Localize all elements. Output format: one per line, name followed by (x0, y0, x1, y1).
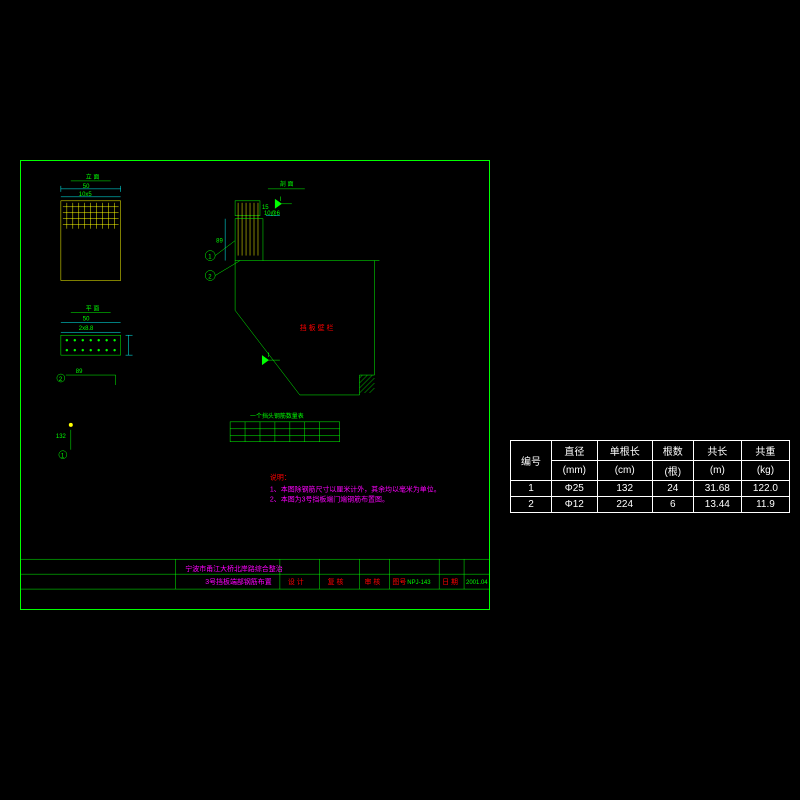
cell: 2 (511, 497, 552, 513)
table-row: 2 Φ12 224 6 13.44 11.9 (511, 497, 790, 513)
tb-design: 设 计 (288, 577, 304, 586)
cell: 11.9 (741, 497, 789, 513)
dim-50: 50 (83, 184, 90, 190)
notes-line2: 2、本图为3号挡板端门端钢筋布置图。 (270, 494, 389, 503)
table-header-row-1: 编号 直径 单根长 根数 共长 共重 (511, 441, 790, 461)
dim-10x5: 10x5 (79, 192, 93, 198)
svg-text:1: 1 (208, 255, 212, 261)
tb-date: 2001.04 (466, 580, 488, 586)
elevation-title: 立 面 (86, 173, 100, 181)
tb-approve: 审 核 (365, 577, 381, 586)
cell: 6 (652, 497, 693, 513)
svg-text:89: 89 (76, 369, 83, 375)
col-weight-unit: (kg) (741, 461, 789, 481)
plan-title: 平 面 (86, 305, 100, 312)
svg-text:3号挡板端部钢筋布置: 3号挡板端部钢筋布置 (205, 577, 271, 586)
cell: 122.0 (741, 481, 789, 497)
svg-text:132: 132 (56, 434, 67, 440)
table-header: 编号 直径 单根长 根数 共长 共重 (mm) (cm) (根) (m) (kg… (511, 441, 790, 481)
plan-dim-2x88: 2x8.8 (79, 326, 94, 332)
notes-title: 说明： (270, 473, 291, 482)
tb-date-label: 日 期 (442, 578, 458, 586)
svg-text:1: 1 (61, 454, 65, 460)
tb-dwgno-label: 图号 (392, 578, 406, 586)
table-body: 1 Φ25 132 24 31.68 122.0 2 Φ12 224 6 13.… (511, 481, 790, 513)
svg-text:2: 2 (208, 274, 212, 280)
tb-dwgno: NPJ-143 (407, 580, 431, 586)
table-row: 1 Φ25 132 24 31.68 122.0 (511, 481, 790, 497)
cell: 132 (597, 481, 652, 497)
qty-table-label: 一个挡头钢筋数量表 (250, 412, 304, 420)
col-qty: 根数 (652, 441, 693, 461)
plan-dim-50: 50 (83, 316, 90, 322)
cell: 224 (597, 497, 652, 513)
cell: Φ12 (551, 497, 597, 513)
section-title: 剖 面 (280, 180, 294, 188)
svg-text:89: 89 (216, 239, 223, 245)
col-dia: 直径 (551, 441, 597, 461)
rebar-schedule-table: 编号 直径 单根长 根数 共长 共重 (mm) (cm) (根) (m) (kg… (510, 440, 790, 513)
section-label: 挡 板 壁 栏 (300, 323, 334, 332)
svg-text:I: I (268, 353, 270, 359)
cell: 31.68 (693, 481, 741, 497)
cad-svg: 立 面 50 10x5 平 面 50 2x8.8 89 2 (21, 161, 489, 609)
col-total-len-unit: (m) (693, 461, 741, 481)
table-header-row-2: (mm) (cm) (根) (m) (kg) (511, 461, 790, 481)
cell: Φ25 (551, 481, 597, 497)
svg-text:宁波市甬江大桥北岸路综合整治: 宁波市甬江大桥北岸路综合整治 (185, 564, 282, 573)
tb-check: 复 核 (328, 577, 344, 586)
cell: 24 (652, 481, 693, 497)
col-id: 编号 (511, 441, 552, 481)
col-weight: 共重 (741, 441, 789, 461)
svg-text:10@6: 10@6 (264, 211, 281, 217)
col-len: 单根长 (597, 441, 652, 461)
col-dia-unit: (mm) (551, 461, 597, 481)
cell: 13.44 (693, 497, 741, 513)
cad-drawing-canvas: 立 面 50 10x5 平 面 50 2x8.8 89 2 (20, 160, 490, 610)
col-qty-unit: (根) (652, 461, 693, 481)
notes-line1: 1、本图除钢筋尺寸以厘米计外，其余均以毫米为单位。 (270, 485, 441, 494)
svg-text:2: 2 (59, 377, 63, 383)
col-total-len: 共长 (693, 441, 741, 461)
cell: 1 (511, 481, 552, 497)
col-len-unit: (cm) (597, 461, 652, 481)
svg-text:I: I (280, 197, 282, 203)
